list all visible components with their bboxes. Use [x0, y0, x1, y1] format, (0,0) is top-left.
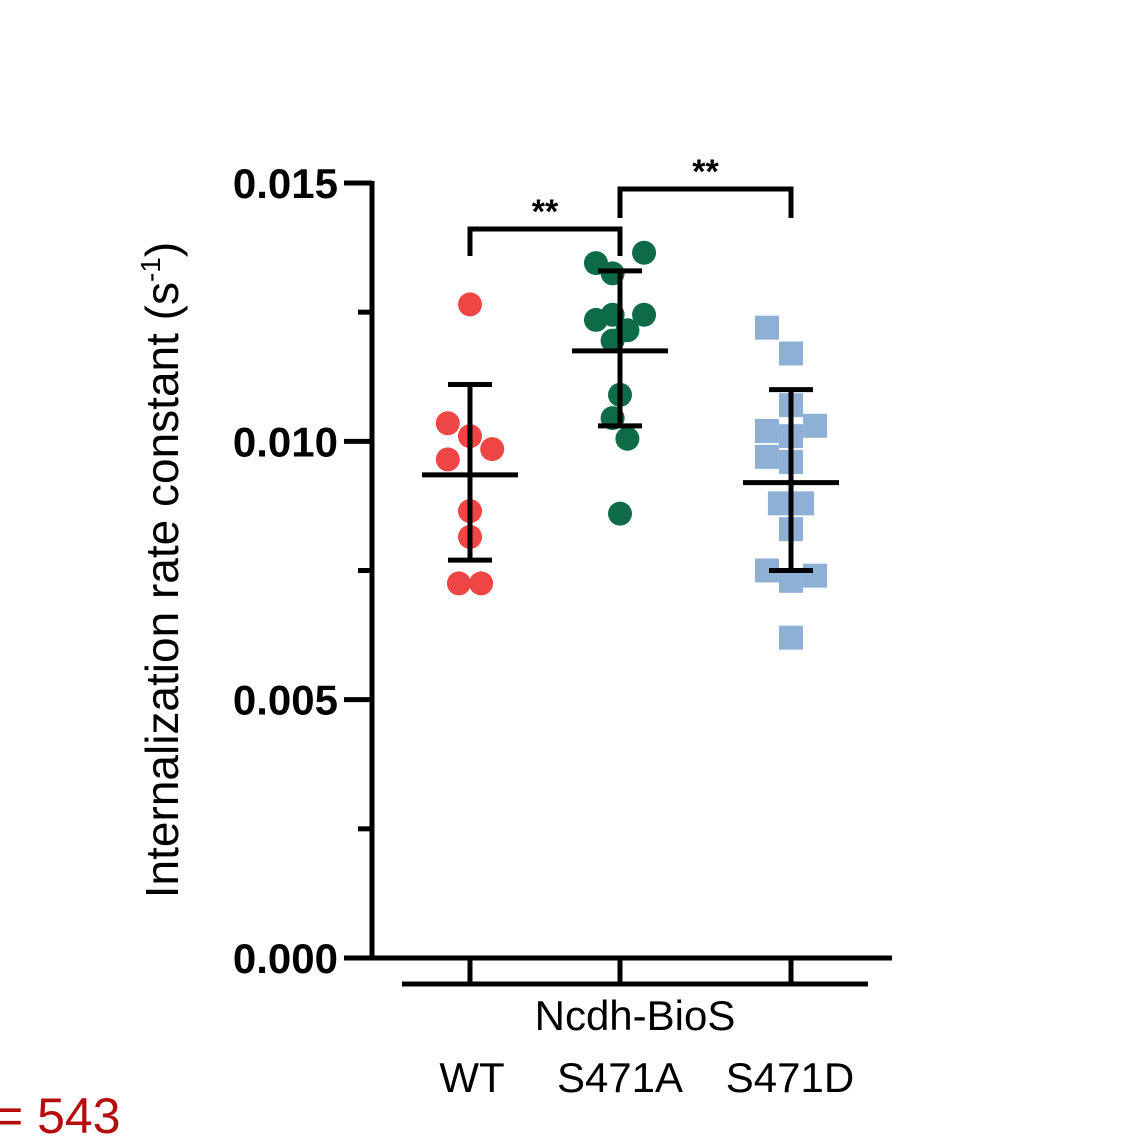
data-point-s471d: [754, 444, 779, 469]
data-point-wt: [480, 437, 505, 462]
y-tick-label: 0.000: [233, 935, 338, 982]
data-point-wt: [458, 292, 482, 317]
data-point-wt: [435, 411, 460, 436]
data-point-s471d: [803, 563, 828, 588]
data-points: [435, 240, 828, 650]
data-point-wt: [469, 571, 494, 596]
x-tick-label-wt: WT: [439, 1054, 504, 1101]
data-point-s471d: [754, 315, 779, 340]
significance-brackets: ** **: [467, 153, 794, 256]
y-axis-label-text: Internalization rate constant (s: [136, 282, 188, 898]
data-point-s471a: [632, 302, 657, 327]
data-point-s471a: [608, 501, 632, 526]
y-axis-label-superscript: -1: [135, 257, 166, 282]
x-tick-label-s471a: S471A: [557, 1054, 683, 1101]
significance-bracket: [617, 186, 794, 218]
significance-label: **: [692, 153, 719, 191]
y-tick-label: 0.005: [233, 677, 338, 724]
y-tick-label: 0.015: [233, 160, 338, 207]
data-point-s471d: [767, 491, 792, 516]
data-point-s471a: [615, 426, 640, 451]
x-tick-label-s471d: S471D: [726, 1054, 854, 1101]
data-point-s471d: [779, 625, 803, 650]
cropped-annotation-text: = 543: [0, 1088, 121, 1137]
y-axis-label: Internalization rate constant (s-1): [135, 242, 188, 898]
y-tick-label: 0.010: [233, 418, 338, 465]
data-point-s471d: [790, 491, 815, 516]
error-bars: [422, 268, 839, 573]
data-point-s471a: [632, 240, 657, 265]
y-axis-label-close: ): [136, 242, 188, 257]
data-point-wt: [435, 447, 460, 472]
axes: 0.000 0.005 0.010 0.015: [233, 160, 892, 987]
x-axis-title: Ncdh-BioS: [535, 992, 736, 1039]
significance-label: **: [532, 193, 559, 231]
data-point-s471d: [754, 419, 779, 443]
data-point-wt: [446, 571, 471, 596]
data-point-s471d: [779, 341, 803, 366]
data-point-s471d: [803, 413, 828, 438]
significance-bracket: [467, 226, 623, 256]
